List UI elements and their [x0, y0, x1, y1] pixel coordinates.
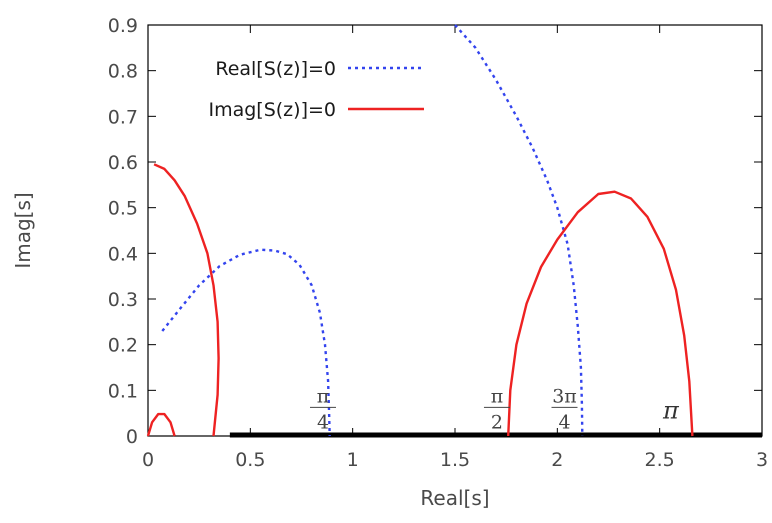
annotation-numerator: 3π: [552, 385, 577, 407]
y-tick-label: 0.3: [108, 289, 138, 311]
y-tick-label: 0.7: [108, 106, 138, 128]
y-tick-label: 0: [126, 426, 138, 448]
y-tick-label: 0.8: [108, 61, 138, 83]
real-zero-curve: [454, 24, 584, 437]
imag-zero-curve: [507, 190, 694, 437]
annotation-denominator: 4: [317, 411, 329, 433]
axis-ticks: 0 0.5 1 1.5 2 2.5 3 0 0.1 0.2 0.3 0.4 0.5 0.6 0.7 0.8 0.…: [108, 15, 768, 471]
y-tick-label: 0.4: [108, 243, 138, 265]
imag-zero-curve: [146, 412, 176, 437]
legend-label: Imag[S(z)]=0: [208, 99, 336, 121]
x-tick-label: 2: [551, 449, 563, 471]
x-tick-label: 0.5: [235, 449, 265, 471]
y-tick-label: 0.9: [108, 15, 138, 37]
series-layer: [146, 24, 762, 438]
x-tick-label: 1.5: [440, 449, 470, 471]
real-zero-curve: [161, 248, 331, 437]
annotation-denominator: 2: [491, 411, 503, 433]
y-tick-label: 0.5: [108, 198, 138, 220]
x-tick-label: 2.5: [645, 449, 675, 471]
annotation-pi: π: [662, 396, 680, 424]
x-axis-title: Real[s]: [420, 486, 489, 510]
y-tick-label: 0.6: [108, 152, 138, 174]
legend-label: Real[S(z)]=0: [215, 58, 336, 80]
annotation-layer: π 4 π 2 3π 4 π: [309, 385, 680, 433]
plot-border: [147, 24, 763, 437]
imag-zero-curve: [153, 163, 220, 437]
y-axis-title: Imag[s]: [11, 192, 35, 268]
annotation-numerator: π: [317, 385, 330, 407]
annotation-numerator: π: [491, 385, 504, 407]
x-tick-label: 3: [756, 449, 768, 471]
x-tick-label: 1: [347, 449, 359, 471]
annotation-denominator: 4: [558, 411, 570, 433]
legend: Real[S(z)]=0 Imag[S(z)]=0: [208, 58, 424, 121]
y-tick-label: 0.1: [108, 380, 138, 402]
y-tick-label: 0.2: [108, 335, 138, 357]
plot-frame: [147, 24, 763, 437]
x-tick-label: 0: [142, 449, 154, 471]
